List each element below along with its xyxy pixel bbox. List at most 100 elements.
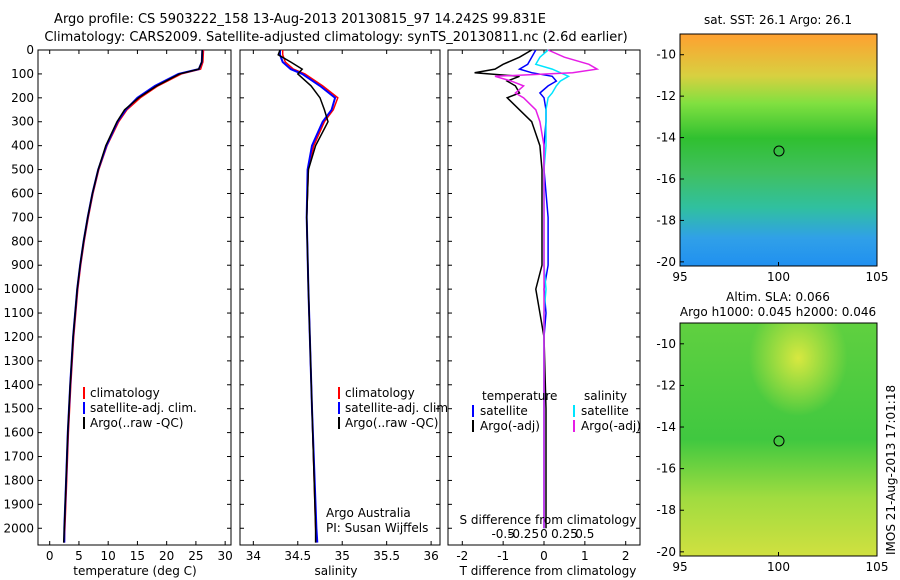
legend-label: Argo(..raw -QC) [345,416,438,430]
sst-map-field [680,34,877,266]
xtick-label: 25 [188,549,203,563]
xtick-label: 20 [159,549,174,563]
map-ytick-label: -14 [656,420,676,434]
ytick-label: 1800 [3,473,34,487]
xtick-label: 35.5 [373,549,400,563]
ytick-label: 1300 [3,354,34,368]
ytick-label: 2000 [3,521,34,535]
legend-label: Argo(..raw -QC) [90,416,183,430]
map-ytick-label: -14 [656,131,676,145]
xtick-label: 34.5 [284,549,311,563]
map-xtick-label: 105 [866,560,889,574]
map-ytick-label: -18 [656,213,676,227]
salinity-annotation-line1: Argo Australia [326,506,411,520]
ytick-label: 1900 [3,497,34,511]
map-ytick-label: -10 [656,48,676,62]
sla-map: Altim. SLA: 0.066 Argo h1000: 0.045 h200… [656,290,888,574]
ytick-label: 0 [26,43,34,57]
map-ytick-label: -16 [656,462,676,476]
series-line-1 [474,49,547,529]
map-xtick-label: 95 [672,560,687,574]
difference-toplabel: S difference from climatology [460,513,637,527]
xtick-label: 0 [540,549,548,563]
legend-label: satellite [581,404,629,418]
legend-label: climatology [90,386,160,400]
ytick-label: 300 [11,115,34,129]
map-ytick-label: -12 [656,378,676,392]
sla-argo-marker [773,435,785,447]
s-tick-label: 0.5 [575,527,594,541]
s-tick-label: 0 [540,527,548,541]
xtick-label: -2 [456,549,468,563]
legend-title-temperature: temperature [482,389,557,403]
salinity-annotation-line2: PI: Susan Wijffels [326,521,428,535]
sla-map-highlight [680,323,877,556]
map-xtick-label: 95 [672,270,687,284]
ytick-label: 1500 [3,402,34,416]
xtick-label: -1 [497,549,509,563]
map-ytick-label: -10 [656,337,676,351]
xtick-label: 36 [423,549,438,563]
xtick-label: 2 [622,549,630,563]
legend-label: satellite-adj. clim. [345,401,452,415]
ytick-label: 1700 [3,450,34,464]
legend-label: Argo(-adj) [480,419,540,433]
figure-title-line1: Argo profile: CS 5903222_158 13-Aug-2013… [54,12,546,27]
legend-label: climatology [345,386,415,400]
xtick-label: 30 [218,549,233,563]
map-xtick-label: 100 [767,270,790,284]
map-ytick-label: -18 [656,503,676,517]
sst-map: sat. SST: 26.1 Argo: 26.1 95 100 105 -10 -12… [656,13,888,284]
series-line-2 [277,49,329,543]
difference-panel: -2 -1 0 1 2-0.5-0.25 0 0.250.5temperaturesatel… [447,49,641,563]
temperature-panel: 0100200300400500600700800900100011001200… [3,43,232,563]
series-line-3 [494,49,600,529]
ytick-label: 1400 [3,378,34,392]
ytick-label: 1100 [3,306,34,320]
plot-frame [37,49,232,546]
sla-map-title: Altim. SLA: 0.066 [726,290,830,304]
map-ytick-label: -20 [656,255,676,269]
legend-label: Argo(-adj) [581,419,641,433]
xtick-label: 35 [335,549,350,563]
xtick-label: 15 [130,549,145,563]
s-tick-label: 0.25 [551,527,578,541]
map-xtick-label: 100 [767,560,790,574]
map-xtick-label: 105 [866,270,889,284]
temperature-xlabel: temperature (deg C) [73,564,196,578]
xtick-label: 1 [581,549,589,563]
ytick-label: 900 [11,258,34,272]
xtick-label: 34 [246,549,261,563]
salinity-panel: 34 34.5 35 35.5 36 climatologysatellite-adj. … [239,49,452,563]
difference-xlabel: T difference from climatology [459,564,637,578]
legend-label: satellite [480,404,528,418]
map-ytick-label: -16 [656,172,676,186]
ytick-label: 400 [11,139,34,153]
ytick-label: 200 [11,91,34,105]
sla-map-subtitle: Argo h1000: 0.045 h2000: 0.046 [680,305,876,319]
map-ytick-label: -20 [656,545,676,559]
xtick-label: 5 [75,549,83,563]
s-tick-label: -0.25 [508,527,539,541]
s-tick-label: -0.5 [491,527,514,541]
legend-label: satellite-adj. clim. [90,401,197,415]
plot-frame [239,49,441,546]
credit-text: IMOS 21-Aug-2013 17:01:18 [884,385,898,555]
sst-map-title: sat. SST: 26.1 Argo: 26.1 [704,13,852,27]
ytick-label: 500 [11,163,34,177]
salinity-xlabel: salinity [314,564,357,578]
ytick-label: 600 [11,186,34,200]
figure-title-line2: Climatology: CARS2009. Satellite-adjuste… [44,30,627,45]
legend-title-salinity: salinity [584,389,627,403]
map-ytick-label: -12 [656,89,676,103]
ytick-label: 800 [11,234,34,248]
ytick-label: 1600 [3,426,34,440]
xtick-label: 0 [46,549,54,563]
sst-argo-marker [773,145,785,157]
series-line-2 [62,49,204,543]
ytick-label: 1200 [3,330,34,344]
ytick-label: 700 [11,210,34,224]
ytick-label: 100 [11,67,34,81]
ytick-label: 1000 [3,282,34,296]
